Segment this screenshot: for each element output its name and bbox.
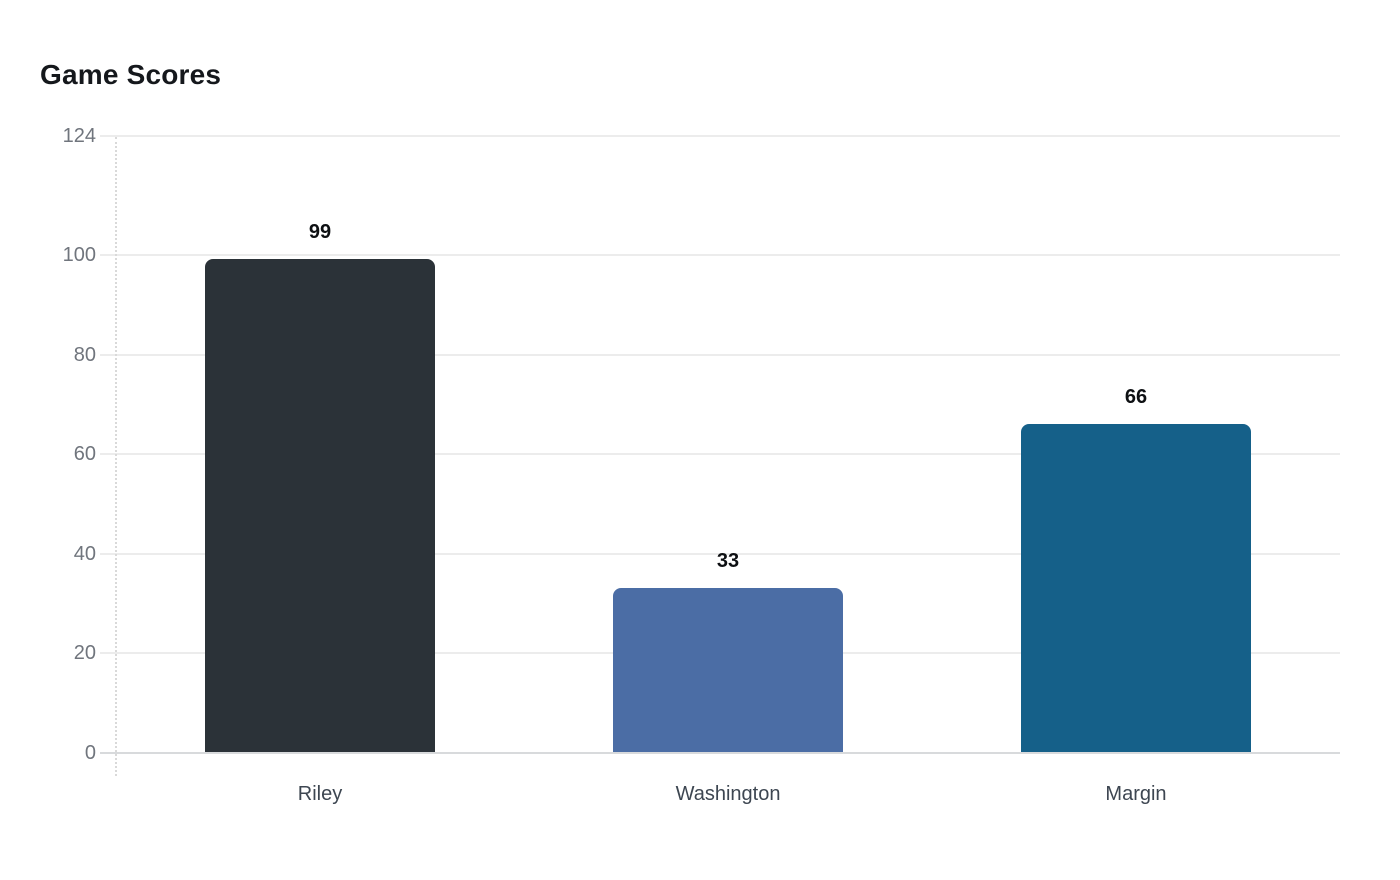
bar-riley (205, 259, 435, 752)
y-tick-label: 0 (84, 742, 96, 764)
bar-value-label: 33 (716, 549, 740, 572)
y-tick-label: 20 (73, 642, 96, 665)
y-tick-label: 100 (62, 244, 96, 267)
bar-slot-riley: 99 (116, 137, 524, 752)
bar-margin (1021, 423, 1251, 752)
y-tick-label: 80 (73, 343, 96, 366)
y-tick-label: 40 (73, 542, 96, 565)
y-tick-label: 60 (73, 443, 96, 466)
bar-value-label: 99 (308, 221, 332, 244)
chart-title: Game Scores (40, 59, 222, 90)
plot-area: 0 20 40 60 80 100 124 99 33 66 Riley Washington Ma… (63, 125, 1340, 805)
gridline (100, 453, 1340, 456)
bar-slot-washington: 33 (524, 137, 932, 752)
x-axis-label-washington: Washington (675, 783, 781, 805)
y-tick-label: 124 (62, 125, 96, 147)
gridline (100, 353, 1340, 356)
gridline (100, 552, 1340, 555)
y-axis-dotted-line (115, 137, 117, 776)
x-axis-label-riley: Riley (297, 783, 343, 805)
x-axis-label-margin: Margin (1105, 783, 1167, 805)
bar-washington (613, 587, 843, 752)
bar-value-label: 66 (1124, 385, 1148, 408)
gridline (100, 254, 1340, 257)
bar-slot-margin: 66 (932, 137, 1340, 752)
x-axis-labels: Riley Washington Margin (116, 782, 1340, 808)
gridline (100, 135, 1340, 137)
x-axis-baseline (100, 752, 1340, 754)
